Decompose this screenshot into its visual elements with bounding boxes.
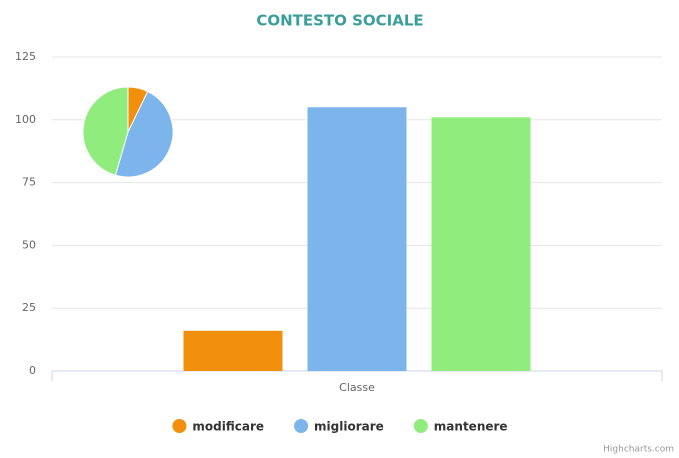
legend-symbol — [172, 419, 187, 433]
y-tick-label: 100 — [15, 113, 36, 126]
pie-slice — [82, 86, 129, 176]
chart-title: CONTESTO SOCIALE — [256, 12, 423, 30]
legend-label: modificare — [192, 420, 264, 434]
legend-label: mantenere — [434, 420, 508, 434]
legend-symbol — [294, 419, 309, 433]
x-tick-label: Classe — [339, 381, 375, 394]
bar — [431, 117, 531, 372]
y-tick-label: 25 — [22, 301, 36, 314]
bar — [307, 107, 407, 372]
y-tick-label: 0 — [29, 364, 36, 377]
credits: Highcharts.com — [603, 445, 674, 455]
legend-symbol — [413, 419, 428, 433]
y-tick-label: 50 — [22, 238, 36, 251]
y-tick-label: 75 — [22, 176, 36, 189]
y-tick-label: 125 — [15, 50, 36, 63]
pie-slice — [114, 90, 174, 178]
bar — [183, 330, 283, 371]
legend-label: migliorare — [314, 420, 384, 434]
